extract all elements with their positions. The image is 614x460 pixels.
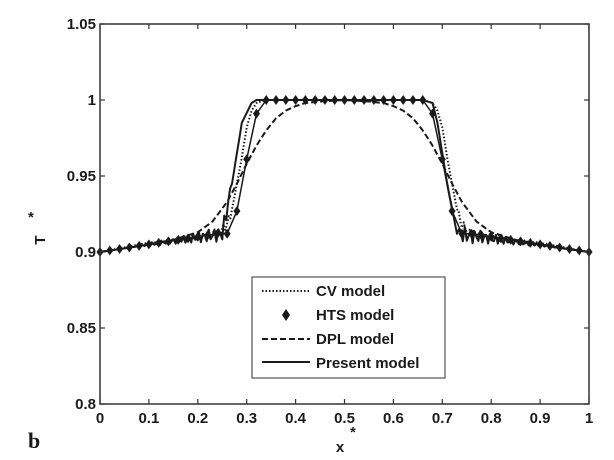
legend-label-hts: HTS model — [316, 307, 394, 324]
panel-label: b — [28, 428, 40, 453]
y-tick-label: 0.8 — [75, 396, 96, 413]
series-line-present-model — [99, 99, 590, 253]
x-tick-label: 0.8 — [481, 410, 502, 427]
y-axis-label: T — [32, 235, 49, 244]
x-axis: 0 0.1 0.2 0.3 0.4 0.5 0.6 0.7 0.8 0.9 1 — [96, 24, 593, 427]
data-point-hts-model — [243, 154, 251, 165]
y-tick-label: 1.05 — [67, 16, 96, 33]
data-point-hts-model — [233, 205, 241, 216]
y-tick-label: 0.95 — [67, 168, 96, 185]
x-tick-label: 0.9 — [530, 410, 551, 427]
x-tick-label: 0.2 — [187, 410, 208, 427]
legend: CV model HTS model DPL model Present mod… — [251, 276, 446, 379]
x-tick-label: 0.1 — [138, 410, 159, 427]
y-tick-label: 0.9 — [75, 244, 96, 261]
x-tick-label: 0.6 — [383, 410, 404, 427]
legend-swatch-hts — [282, 309, 290, 321]
legend-label-present: Present model — [316, 355, 419, 372]
x-axis-label: x — [336, 439, 345, 456]
legend-label-dpl: DPL model — [316, 331, 394, 348]
x-tick-label: 0 — [96, 410, 104, 427]
x-tick-label: 0.4 — [285, 410, 307, 427]
y-tick-label: 1 — [88, 92, 96, 109]
y-tick-label: 0.85 — [67, 320, 96, 337]
y-axis-label-superscript: * — [28, 209, 34, 226]
x-axis-label-superscript: * — [350, 424, 356, 441]
x-tick-label: 0.7 — [432, 410, 453, 427]
data-point-hts-model — [223, 228, 231, 239]
data-point-hts-model — [252, 108, 260, 119]
series-layer — [96, 95, 593, 257]
x-tick-label: 0.5 — [334, 410, 355, 427]
x-tick-label: 0.3 — [236, 410, 257, 427]
x-tick-label: 1 — [585, 410, 593, 427]
y-axis: 0.8 0.85 0.9 0.95 1 1.05 — [67, 16, 589, 413]
legend-label-cv: CV model — [316, 283, 385, 300]
